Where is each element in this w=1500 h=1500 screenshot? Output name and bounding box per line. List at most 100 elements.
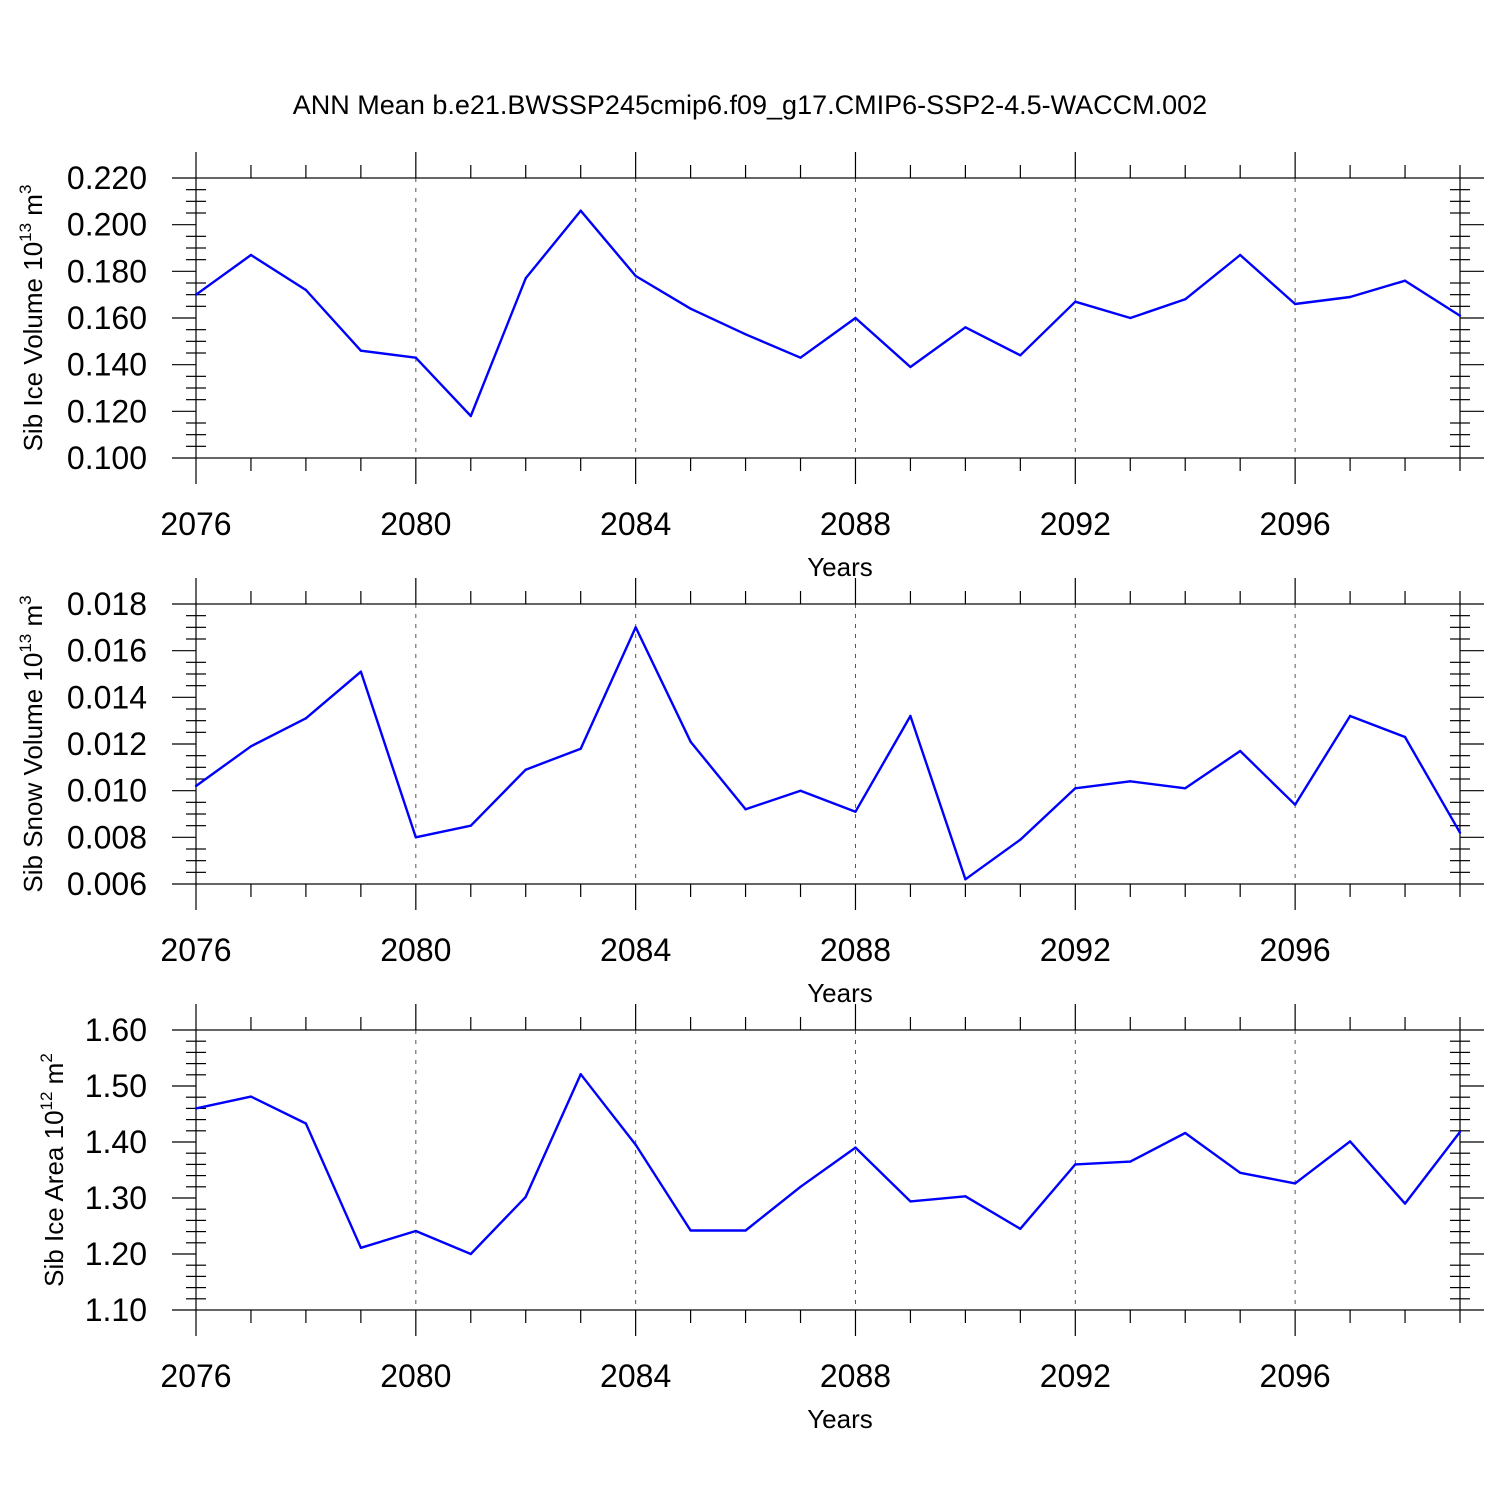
y-axis-title-unit: m	[18, 194, 48, 223]
panel-1: 2076 2080 2084 2088 2092 2096 Years 0.100 0.120 0…	[16, 152, 1484, 582]
data-point	[414, 356, 418, 359]
x-tick-label: 2092	[1040, 1358, 1111, 1394]
figure-title: ANN Mean b.e21.BWSSP245cmip6.f09_g17.CMI…	[293, 90, 1207, 120]
data-point	[249, 253, 253, 257]
y-axis-title-exponent: 12	[37, 1092, 56, 1111]
data-point	[524, 277, 527, 280]
data-point	[909, 365, 912, 369]
y-tick-label: 0.014	[67, 679, 147, 715]
data-point	[1293, 1182, 1297, 1185]
x-tick-label: 2088	[820, 1358, 891, 1394]
x-tick-label: 2092	[1040, 932, 1111, 968]
data-point	[1458, 831, 1462, 834]
y-axis-title-unit: m	[39, 1063, 69, 1092]
data-point	[1129, 1160, 1132, 1163]
y-tick-label: 0.016	[67, 633, 147, 669]
data-point	[1348, 1140, 1352, 1143]
data-point	[964, 878, 967, 881]
y-axis-title-unit: m	[18, 605, 48, 634]
data-point	[1458, 1130, 1462, 1134]
data-point	[469, 414, 472, 418]
data-point	[1184, 1131, 1187, 1135]
y-tick-label: 1.50	[85, 1068, 147, 1104]
data-point	[744, 333, 747, 336]
data-point	[469, 824, 472, 827]
y-tick-label: 0.200	[67, 207, 147, 243]
y-axis-title-unit-exponent: 3	[16, 595, 35, 604]
data-point	[1129, 780, 1132, 783]
data-point	[1293, 302, 1297, 306]
y-axis-title: Sib Snow Volume 1013 m3	[16, 595, 48, 892]
data-point	[304, 288, 308, 292]
y-axis-title: Sib Ice Volume 1013 m3	[16, 185, 48, 452]
data-point	[634, 626, 637, 629]
data-point	[194, 293, 198, 296]
data-point	[359, 670, 363, 673]
data-point	[304, 717, 308, 720]
y-tick-label: 0.012	[67, 726, 147, 762]
data-point	[1019, 1227, 1022, 1231]
data-point	[1403, 279, 1407, 282]
data-point	[799, 789, 802, 792]
x-tick-label: 2088	[820, 932, 891, 968]
data-point	[744, 808, 747, 811]
y-tick-label: 1.20	[85, 1236, 147, 1272]
data-point	[1458, 314, 1462, 317]
data-point	[524, 768, 527, 771]
data-point	[194, 784, 198, 788]
data-point	[634, 1143, 637, 1147]
x-tick-label: 2096	[1260, 1358, 1331, 1394]
plot-frame	[195, 1029, 1461, 1311]
data-point	[414, 1229, 418, 1233]
data-point	[1184, 298, 1187, 301]
data-point	[579, 747, 582, 750]
x-axis-title: Years	[807, 552, 873, 582]
data-point	[634, 274, 637, 278]
data-point	[909, 1200, 912, 1203]
data-point	[799, 1185, 802, 1189]
y-tick-label: 1.40	[85, 1124, 147, 1160]
x-tick-label: 2084	[600, 932, 671, 968]
y-axis-title-text: Sib Snow Volume 10	[18, 653, 48, 893]
data-point	[1348, 714, 1352, 718]
data-point	[1074, 300, 1077, 303]
data-point	[1238, 253, 1242, 257]
data-point	[1184, 787, 1187, 790]
x-tick-label: 2088	[820, 506, 891, 542]
data-point	[359, 349, 363, 352]
data-point	[359, 1246, 363, 1250]
data-point	[579, 1073, 582, 1076]
data-point	[1403, 1202, 1407, 1205]
y-tick-label: 0.180	[67, 253, 147, 289]
data-point	[854, 316, 857, 320]
y-tick-label: 0.220	[67, 160, 147, 196]
x-tick-label: 2076	[160, 506, 231, 542]
y-tick-label: 1.30	[85, 1180, 147, 1216]
data-point	[854, 1146, 857, 1149]
data-point	[469, 1252, 472, 1256]
data-point	[524, 1195, 527, 1199]
panel-2: 2076 2080 2084 2088 2092 2096 Years 0.006 0.008 0…	[16, 578, 1484, 1008]
x-tick-label: 2080	[380, 932, 451, 968]
panels-group: 2076 2080 2084 2088 2092 2096 Years 0.100 0.120 0…	[16, 152, 1484, 1434]
data-point	[414, 836, 418, 839]
y-axis-title-exponent: 13	[16, 634, 35, 653]
data-point	[1403, 735, 1407, 739]
data-point	[1019, 354, 1022, 357]
x-tick-label: 2080	[380, 506, 451, 542]
y-tick-label: 0.140	[67, 347, 147, 383]
x-tick-label: 2076	[160, 1358, 231, 1394]
y-axis-title-exponent: 13	[16, 223, 35, 242]
x-axis-title: Years	[807, 978, 873, 1008]
y-axis-title: Sib Ice Area 1012 m2	[37, 1053, 69, 1287]
data-point	[249, 1095, 253, 1098]
y-axis-title-unit-exponent: 3	[16, 185, 35, 194]
data-point	[1238, 749, 1242, 753]
data-point	[1238, 1171, 1242, 1175]
series-line-sib-ice-area	[195, 1072, 1461, 1256]
data-point	[579, 209, 582, 212]
y-axis-title-text: Sib Ice Area 10	[39, 1110, 69, 1286]
data-point	[1019, 838, 1022, 841]
